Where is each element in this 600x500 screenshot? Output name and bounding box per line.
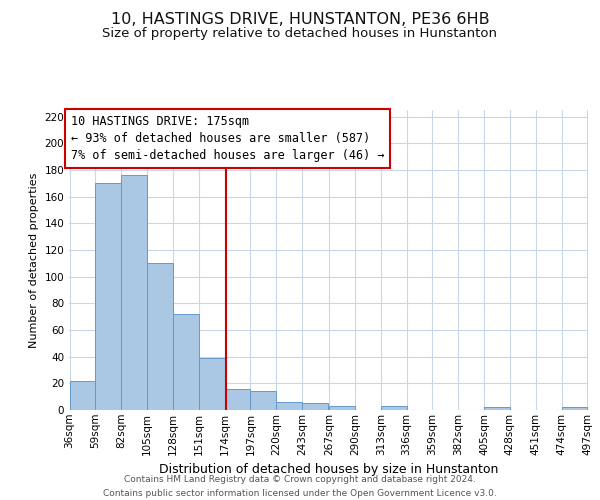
Bar: [484, 408, 510, 410]
Bar: [147, 264, 173, 410]
X-axis label: Distribution of detached houses by size in Hunstanton: Distribution of detached houses by size …: [159, 463, 498, 476]
Bar: [381, 406, 407, 410]
Text: 10 HASTINGS DRIVE: 175sqm
← 93% of detached houses are smaller (587)
7% of semi-: 10 HASTINGS DRIVE: 175sqm ← 93% of detac…: [71, 116, 384, 162]
Bar: [173, 314, 199, 410]
Text: Size of property relative to detached houses in Hunstanton: Size of property relative to detached ho…: [103, 28, 497, 40]
Bar: [250, 392, 276, 410]
Bar: [95, 184, 121, 410]
Bar: [562, 408, 587, 410]
Bar: [121, 176, 147, 410]
Bar: [70, 380, 95, 410]
Bar: [224, 388, 250, 410]
Y-axis label: Number of detached properties: Number of detached properties: [29, 172, 39, 348]
Bar: [302, 404, 328, 410]
Text: 10, HASTINGS DRIVE, HUNSTANTON, PE36 6HB: 10, HASTINGS DRIVE, HUNSTANTON, PE36 6HB: [110, 12, 490, 28]
Text: Contains HM Land Registry data © Crown copyright and database right 2024.
Contai: Contains HM Land Registry data © Crown c…: [103, 476, 497, 498]
Bar: [329, 406, 355, 410]
Bar: [276, 402, 302, 410]
Bar: [199, 358, 224, 410]
